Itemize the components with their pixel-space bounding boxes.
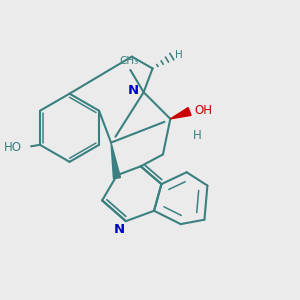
- Text: H: H: [175, 50, 182, 60]
- Polygon shape: [111, 142, 121, 179]
- Text: H: H: [193, 129, 201, 142]
- Text: OH: OH: [195, 104, 213, 117]
- Polygon shape: [170, 108, 191, 119]
- Text: N: N: [128, 84, 139, 97]
- Text: N: N: [113, 223, 124, 236]
- Text: HO: HO: [4, 141, 22, 154]
- Text: CH₃: CH₃: [119, 56, 139, 65]
